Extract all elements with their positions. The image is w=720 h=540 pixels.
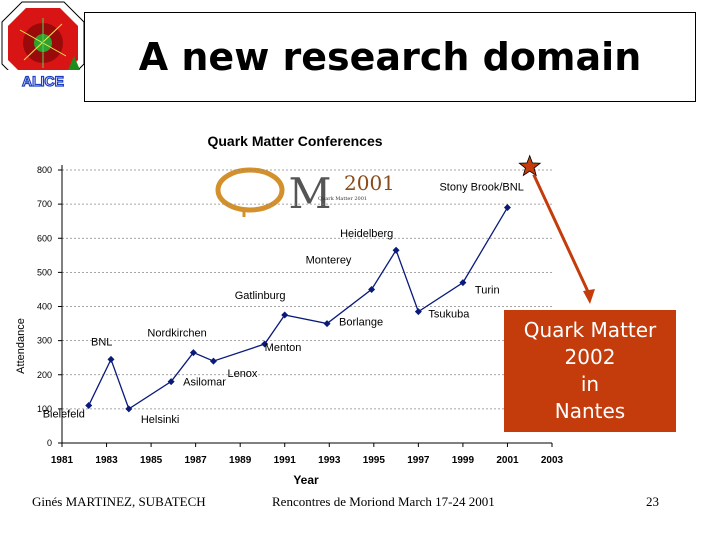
- data-point: [209, 357, 217, 365]
- star-marker: [518, 154, 542, 177]
- y-tick-label: 700: [37, 199, 52, 209]
- point-label: BNL: [91, 336, 112, 348]
- svg-text:M: M: [288, 169, 331, 218]
- footer-author: Ginés MARTINEZ, SUBATECH: [32, 494, 206, 509]
- point-label: Borlange: [339, 317, 383, 329]
- chart-title: Quark Matter Conferences: [207, 133, 382, 149]
- arrow-head: [583, 289, 595, 304]
- callout-quark-matter-2002: Quark Matter 2002 in Nantes: [504, 310, 676, 432]
- title-box: A new research domain: [84, 12, 696, 102]
- qm2001-logo: M 2001 Quark Matter 2001: [215, 167, 395, 218]
- point-label: Helsinki: [141, 414, 180, 426]
- data-point: [189, 349, 197, 357]
- point-label: Turin: [475, 285, 500, 297]
- y-tick-label: 800: [37, 165, 52, 175]
- data-point: [125, 405, 133, 413]
- x-tick-label: 1989: [229, 455, 252, 466]
- qm-logo-sub: Quark Matter 2001: [318, 196, 367, 202]
- data-point: [459, 279, 467, 287]
- point-label: Monterey: [306, 254, 352, 266]
- footer-event: Rencontres de Moriond March 17-24 2001: [272, 494, 495, 509]
- data-point: [392, 246, 400, 254]
- data-point: [414, 308, 422, 316]
- data-point: [107, 355, 115, 363]
- point-label: Asilomar: [183, 377, 226, 389]
- footer-page-number: 23: [646, 494, 659, 509]
- point-label: Tsukuba: [428, 309, 470, 321]
- point-label: Heidelberg: [340, 228, 393, 240]
- point-label: Bielefeld: [43, 408, 85, 420]
- x-tick-label: 2003: [541, 455, 564, 466]
- x-tick-label: 2001: [496, 455, 519, 466]
- y-tick-label: 300: [37, 336, 52, 346]
- x-axis-label: Year: [293, 473, 319, 487]
- x-tick-label: 1991: [274, 455, 297, 466]
- x-tick-label: 1997: [407, 455, 430, 466]
- y-tick-label: 400: [37, 302, 52, 312]
- point-label: Lenox: [227, 368, 257, 380]
- data-point: [368, 285, 376, 293]
- y-tick-label: 500: [37, 267, 52, 277]
- data-point: [281, 311, 289, 319]
- y-tick-label: 600: [37, 233, 52, 243]
- data-point: [167, 378, 175, 386]
- data-point: [323, 320, 331, 328]
- attendance-chart: Quark Matter Conferences Attendance Year…: [15, 133, 595, 487]
- qm-logo-year: 2001: [344, 171, 395, 195]
- y-tick-label: 0: [47, 438, 52, 448]
- series-line: [88, 207, 509, 410]
- x-tick-label: 1985: [140, 455, 163, 466]
- x-tick-label: 1999: [452, 455, 475, 466]
- arrow-line: [532, 173, 592, 297]
- point-label: Menton: [265, 342, 302, 354]
- point-label: Nordkirchen: [147, 328, 206, 340]
- x-tick-label: 1993: [318, 455, 341, 466]
- data-point: [261, 340, 269, 348]
- point-label: Gatlinburg: [235, 290, 286, 302]
- data-point: [85, 401, 93, 409]
- alice-logo: ALICE: [0, 1, 86, 90]
- x-tick-label: 1981: [51, 455, 74, 466]
- point-label: Stony Brook/BNL: [439, 182, 523, 194]
- y-tick-label: 200: [37, 370, 52, 380]
- y-axis-label: Attendance: [15, 318, 27, 374]
- logo-text: ALICE: [22, 73, 64, 89]
- y-tick-label: 100: [37, 404, 52, 414]
- x-tick-label: 1987: [185, 455, 208, 466]
- x-tick-label: 1983: [95, 455, 118, 466]
- x-tick-label: 1995: [363, 455, 386, 466]
- slide-title: A new research domain: [138, 35, 642, 79]
- data-point: [503, 204, 511, 212]
